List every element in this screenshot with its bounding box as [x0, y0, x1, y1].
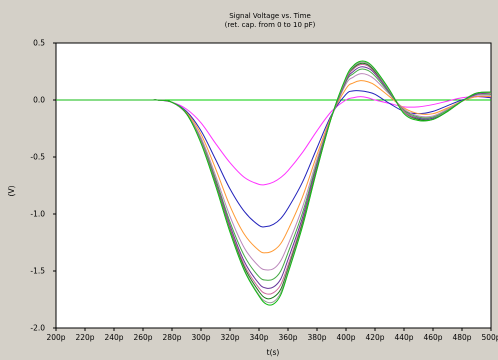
x-tick-label: 380p: [307, 333, 326, 342]
y-axis-label: (V): [7, 185, 16, 196]
x-tick-label: 400p: [336, 333, 355, 342]
series-line-4: [56, 73, 492, 271]
x-tick-label: 460p: [423, 333, 442, 342]
y-tick-label: 0.5: [33, 39, 45, 48]
y-axis-ticks: 0.5 0.0 -0.5 -1.0 -1.5 -2.0: [30, 39, 56, 333]
series-group: [56, 60, 492, 306]
y-tick-label: -2.0: [30, 324, 45, 333]
series-line-3: [56, 80, 492, 254]
x-tick-label: 340p: [249, 333, 268, 342]
x-tick-label: 480p: [452, 333, 471, 342]
x-tick-label: 360p: [278, 333, 297, 342]
series-line-10: [56, 60, 492, 306]
chart-title: Signal Voltage vs. Time: [229, 12, 311, 20]
x-tick-label: 320p: [220, 333, 239, 342]
x-tick-label: 500p: [481, 333, 498, 342]
x-tick-label: 200p: [46, 333, 65, 342]
series-line-1: [56, 96, 492, 186]
chart-subtitle: (ret. cap. from 0 to 10 pF): [225, 21, 316, 29]
x-tick-label: 260p: [133, 333, 152, 342]
x-axis-label: t(s): [267, 348, 280, 357]
y-tick-label: 0.0: [33, 96, 45, 105]
x-tick-label: 300p: [191, 333, 210, 342]
x-tick-label: 240p: [104, 333, 123, 342]
y-tick-label: -0.5: [30, 153, 45, 162]
y-tick-label: -1.0: [30, 210, 45, 219]
x-tick-label: 440p: [394, 333, 413, 342]
y-tick-label: -1.5: [30, 267, 45, 276]
x-tick-label: 280p: [162, 333, 181, 342]
x-axis-ticks: 200p 220p 240p 260p 280p 300p 320p 340p 360p 380p…: [46, 328, 498, 342]
x-tick-label: 420p: [365, 333, 384, 342]
plot-area: [55, 42, 492, 329]
x-tick-label: 220p: [75, 333, 94, 342]
